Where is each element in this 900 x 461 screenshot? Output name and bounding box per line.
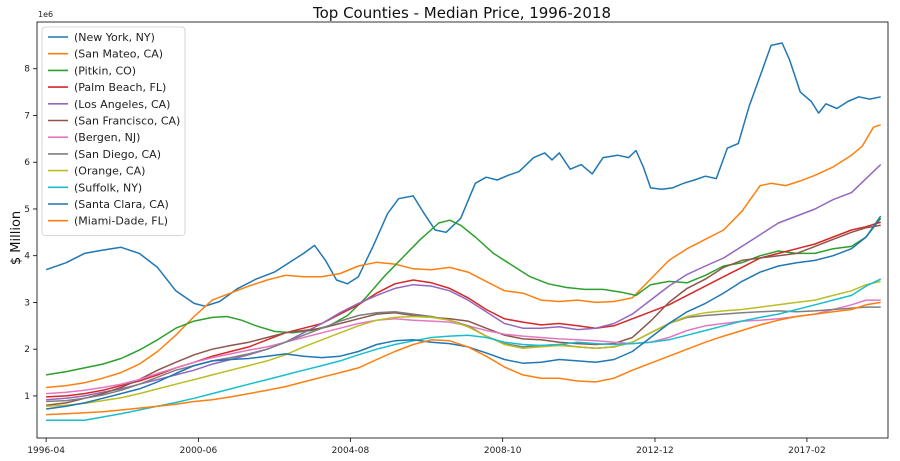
plot-area-frame [36,21,889,439]
series-line-1 [46,124,881,389]
legend: (New York, NY) (San Mateo, CA) (Pitkin, CO… [41,26,186,236]
legend-entry: (Suffolk, NY) [74,181,142,194]
legend-box [41,26,186,236]
y-tick-label: 5 [24,205,30,215]
legend-entry: (Bergen, NJ) [74,131,140,144]
y-tick-label: 3 [24,298,30,308]
legend-entry: (Orange, CA) [74,165,145,178]
legend-entry: (Los Angeles, CA) [74,98,170,111]
series-line-11 [46,301,881,416]
series-line-9 [46,278,882,421]
y-axis-offset-label: 1e6 [38,10,53,19]
y-tick-label: 6 [24,158,30,168]
series-line-4 [46,164,882,401]
legend-entry: (Santa Clara, CA) [74,198,169,211]
legend-entry: (Pitkin, CO) [74,64,136,77]
series-line-0 [45,42,881,307]
series-line-8 [46,280,881,407]
y-tick-label: 1 [24,392,30,402]
legend-entry: (San Mateo, CA) [74,48,163,61]
x-tick-label: 2000-06 [180,446,218,456]
legend-entry: (Miami-Dade, FL) [74,215,168,228]
series-line-2 [45,217,882,376]
x-tick-label: 1996-04 [27,446,65,456]
x-tick-label: 2004-08 [332,446,370,456]
series-line-6 [46,299,881,395]
chart-title: Top Counties - Median Price, 1996-2018 [312,4,611,22]
y-axis-label: $ Million [9,211,24,265]
series-lines [45,42,882,421]
y-tick-label: 4 [24,252,30,262]
legend-entry: (San Francisco, CA) [74,115,180,128]
x-tick-label: 2008-10 [484,446,522,456]
y-tick-label: 7 [24,111,30,121]
axes: 1996-04 2000-06 2004-08 2008-10 2012-12 2017-… [24,65,825,456]
x-tick-label: 2017-02 [788,446,826,456]
y-tick-label: 2 [24,345,30,355]
series-line-3 [46,221,881,398]
x-tick-label: 2012-12 [636,446,674,456]
series-line-5 [46,224,881,407]
legend-entry: (Palm Beach, FL) [74,81,166,94]
series-line-7 [46,306,881,403]
legend-entry: (New York, NY) [74,31,155,44]
y-tick-label: 8 [24,65,30,75]
legend-entry: (San Diego, CA) [74,148,161,161]
